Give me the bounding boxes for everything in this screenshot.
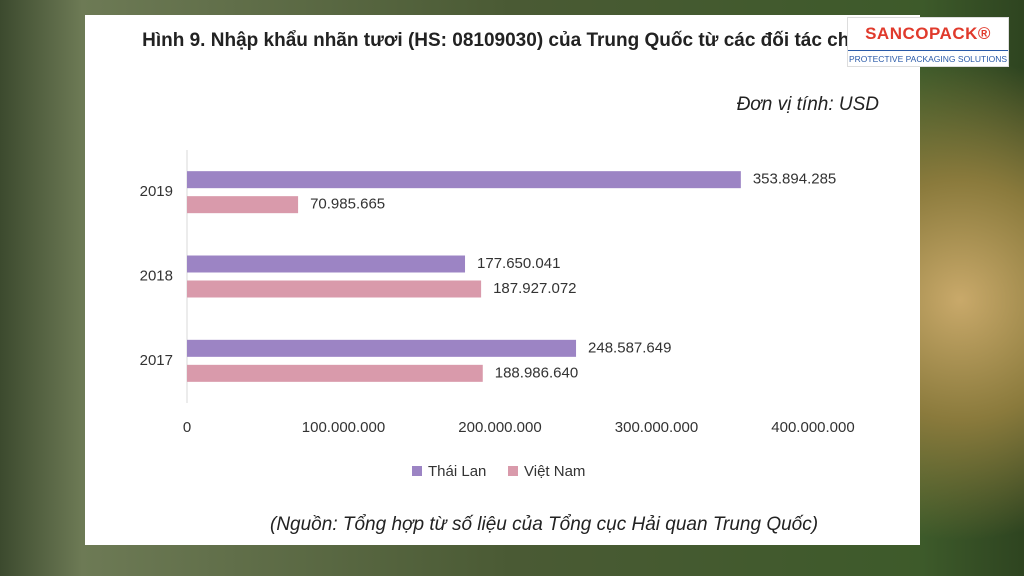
value-label: 187.927.072: [493, 280, 576, 297]
bar: [187, 196, 299, 214]
logo-tagline: PROTECTIVE PACKAGING SOLUTIONS: [848, 50, 1008, 64]
value-label: 188.986.640: [495, 364, 578, 381]
x-tick-label: 300.000.000: [615, 419, 698, 436]
logo-name: SANCOPACK®: [865, 24, 991, 43]
chart-title: Hình 9. Nhập khẩu nhãn tươi (HS: 0810903…: [142, 30, 878, 51]
x-tick-label: 0: [183, 419, 191, 436]
logo: SANCOPACK® PROTECTIVE PACKAGING SOLUTION…: [847, 17, 1009, 67]
bar: [187, 364, 483, 382]
source-note: (Nguồn: Tổng hợp từ số liệu của Tổng cục…: [270, 514, 819, 535]
legend-label: Việt Nam: [524, 463, 585, 480]
value-label: 353.894.285: [753, 171, 836, 188]
unit-label: Đơn vị tính: USD: [736, 94, 879, 115]
value-label: 248.587.649: [588, 339, 671, 356]
y-tick-label: 2017: [140, 352, 173, 369]
legend-label: Thái Lan: [428, 463, 486, 480]
bar: [187, 339, 577, 357]
value-label: 70.985.665: [310, 196, 385, 213]
legend-swatch: [412, 466, 422, 476]
chart-panel: [85, 15, 920, 545]
y-tick-label: 2019: [140, 183, 173, 200]
value-label: 177.650.041: [477, 255, 560, 272]
bar: [187, 171, 741, 189]
x-tick-label: 100.000.000: [302, 419, 385, 436]
legend-swatch: [508, 466, 518, 476]
x-tick-label: 200.000.000: [458, 419, 541, 436]
y-tick-label: 2018: [140, 267, 173, 284]
bar: [187, 255, 466, 273]
bar: [187, 280, 482, 298]
x-tick-label: 400.000.000: [771, 419, 854, 436]
